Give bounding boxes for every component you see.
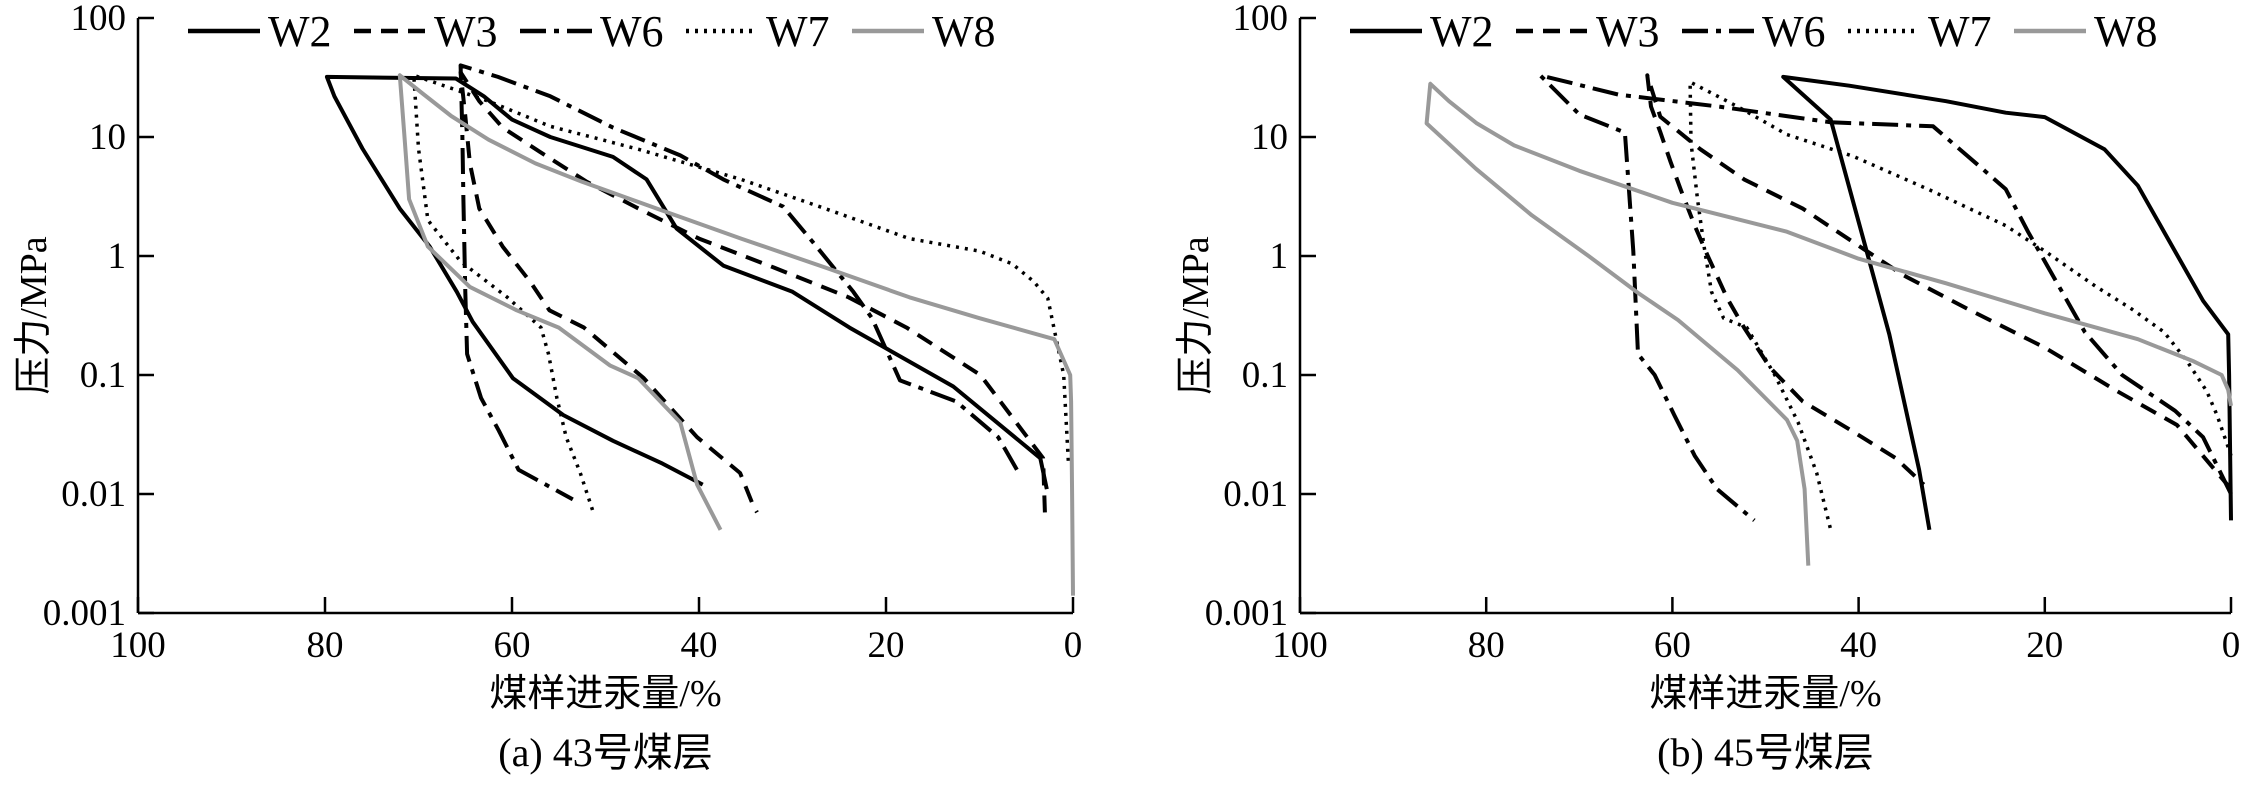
series-W3-curve — [458, 70, 1047, 514]
y-axis-title: 压力/MPa — [1175, 236, 1217, 394]
legend-item-W6: W6 — [1682, 7, 1826, 56]
x-tick-label: 80 — [307, 625, 344, 666]
series-W2-curve — [1781, 74, 2233, 531]
y-tick-label: 100 — [71, 0, 127, 39]
legend-label: W3 — [434, 7, 498, 56]
y-tick-label: 0.1 — [80, 355, 126, 396]
y-tick-label: 0.01 — [1223, 474, 1288, 515]
x-tick-label: 20 — [868, 625, 905, 666]
legend-label: W2 — [1430, 7, 1494, 56]
x-axis-title: 煤样进汞量/% — [1649, 673, 1881, 715]
x-tick-label: 0 — [2222, 625, 2241, 666]
legend-item-W2: W2 — [1350, 7, 1494, 56]
x-tick-label: 40 — [681, 625, 718, 666]
series-W7-curve — [1688, 80, 2233, 531]
y-tick-label: 10 — [89, 117, 126, 158]
series-W3-curve — [1645, 73, 2233, 491]
series-W8-curve — [1424, 81, 2233, 566]
series-W7-curve — [412, 73, 1071, 513]
y-tick-label: 100 — [1233, 0, 1289, 39]
x-tick-label: 100 — [110, 625, 166, 666]
legend-label: W7 — [766, 7, 830, 56]
legend-item-W2: W2 — [188, 7, 332, 56]
y-tick-label: 10 — [1251, 117, 1288, 158]
legend-item-W3: W3 — [1516, 7, 1660, 56]
legend-item-W8: W8 — [2014, 7, 2158, 56]
series-W6-curve — [458, 63, 1019, 502]
legend-item-W6: W6 — [520, 7, 664, 56]
series-W2-curve — [324, 74, 1049, 490]
y-tick-label: 0.001 — [1205, 593, 1288, 634]
legend-label: W8 — [2094, 7, 2158, 56]
legend-item-W7: W7 — [686, 7, 830, 56]
panel-caption: (b) 45号煤层 — [1657, 730, 1874, 775]
x-tick-label: 60 — [494, 625, 531, 666]
panel-caption: (a) 43号煤层 — [498, 730, 712, 775]
legend-label: W7 — [1928, 7, 1992, 56]
x-tick-label: 60 — [1654, 625, 1691, 666]
y-axis-title: 压力/MPa — [13, 236, 55, 394]
y-tick-label: 0.001 — [43, 593, 126, 634]
y-tick-label: 1 — [108, 236, 127, 277]
legend-item-W8: W8 — [852, 7, 996, 56]
x-tick-label: 0 — [1064, 625, 1083, 666]
legend-label: W3 — [1596, 7, 1660, 56]
x-axis-title: 煤样进汞量/% — [489, 673, 721, 715]
series-W8-curve — [397, 73, 1075, 596]
x-tick-label: 40 — [1840, 625, 1877, 666]
legend-label: W6 — [600, 7, 664, 56]
x-tick-label: 100 — [1272, 625, 1328, 666]
x-tick-label: 20 — [2026, 625, 2063, 666]
legend-item-W7: W7 — [1848, 7, 1992, 56]
legend-item-W3: W3 — [354, 7, 498, 56]
y-tick-label: 1 — [1270, 236, 1289, 277]
x-tick-label: 80 — [1468, 625, 1505, 666]
legend-label: W2 — [268, 7, 332, 56]
legend-label: W8 — [932, 7, 996, 56]
y-tick-label: 0.01 — [61, 474, 126, 515]
series-W6-curve — [1538, 73, 2233, 522]
legend-label: W6 — [1762, 7, 1826, 56]
y-tick-label: 0.1 — [1242, 355, 1288, 396]
